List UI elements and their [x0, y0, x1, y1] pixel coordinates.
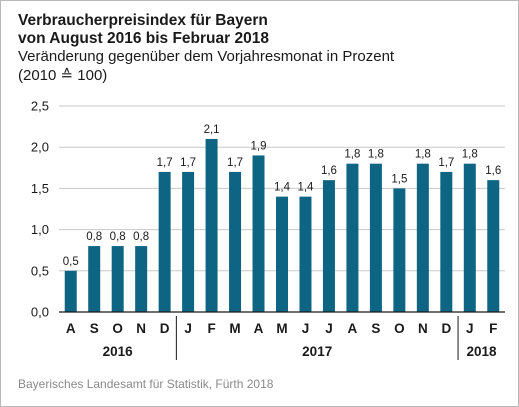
- data-label: 0,8: [110, 231, 126, 243]
- bar: [205, 138, 218, 312]
- data-label: 1,8: [368, 149, 384, 161]
- data-label: 1,7: [180, 157, 196, 169]
- bar: [463, 163, 476, 312]
- x-tick-label: S: [90, 321, 99, 336]
- data-label: 1,7: [438, 157, 454, 169]
- data-label: 1,8: [462, 149, 478, 161]
- title-line-2: von August 2016 bis Februar 2018: [18, 30, 269, 47]
- y-tick-label: 2,5: [31, 99, 49, 114]
- data-label: 1,5: [391, 173, 407, 185]
- bar: [299, 196, 312, 312]
- data-label: 1,4: [297, 182, 314, 194]
- data-label: 1,8: [344, 149, 360, 161]
- y-tick-label: 0,0: [31, 305, 49, 320]
- x-tick-label: J: [466, 321, 474, 336]
- x-tick-label: O: [394, 321, 405, 336]
- bar: [135, 246, 148, 312]
- x-tick-label: J: [184, 321, 192, 336]
- x-tick-label: M: [276, 321, 287, 336]
- subtitle-line-1: Veränderung gegenüber dem Vorjahresmonat…: [18, 48, 395, 65]
- source-note: Bayerisches Landesamt für Statistik, Für…: [18, 377, 274, 391]
- data-label: 1,4: [274, 182, 291, 194]
- bar: [487, 180, 500, 312]
- data-label: 1,6: [321, 165, 337, 177]
- x-tick-label: A: [254, 321, 264, 336]
- x-tick-label: J: [302, 321, 310, 336]
- year-label: 2017: [302, 344, 332, 359]
- data-label: 1,8: [415, 149, 431, 161]
- y-tick-label: 2,0: [31, 140, 49, 155]
- title-line-1: Verbraucherpreisindex für Bayern: [18, 12, 268, 29]
- x-tick-label: N: [136, 321, 146, 336]
- x-tick-label: S: [371, 321, 380, 336]
- bar: [88, 246, 101, 312]
- x-tick-label: F: [489, 321, 497, 336]
- bar: [229, 171, 242, 312]
- bar: [440, 171, 453, 312]
- chart-title: Verbraucherpreisindex für Bayern von Aug…: [18, 12, 269, 48]
- x-tick-label: D: [441, 321, 451, 336]
- bar: [369, 163, 382, 312]
- year-label: 2018: [467, 344, 498, 359]
- data-label: 2,1: [204, 124, 220, 136]
- bar: [322, 180, 335, 312]
- x-tick-label: O: [112, 321, 123, 336]
- x-tick-label: N: [418, 321, 428, 336]
- data-label: 1,7: [157, 157, 173, 169]
- x-tick-label: F: [207, 321, 215, 336]
- y-tick-label: 1,5: [31, 181, 49, 196]
- x-tick-label: M: [229, 321, 240, 336]
- y-tick-label: 1,0: [31, 222, 49, 237]
- x-tick-label: A: [66, 321, 76, 336]
- data-label: 1,7: [227, 157, 243, 169]
- data-label: 0,8: [133, 231, 149, 243]
- bar: [416, 163, 429, 312]
- bar: [158, 171, 171, 312]
- bar: [393, 188, 406, 312]
- x-tick-label: A: [348, 321, 358, 336]
- x-tick-label: J: [325, 321, 333, 336]
- data-label: 0,5: [63, 256, 79, 268]
- bar: [64, 270, 77, 312]
- y-tick-label: 0,5: [31, 263, 49, 278]
- data-label: 0,8: [86, 231, 102, 243]
- bar: [252, 155, 265, 312]
- bar: [346, 163, 359, 312]
- bar: [111, 246, 124, 312]
- year-label: 2016: [103, 344, 134, 359]
- bar: [182, 171, 195, 312]
- x-tick-label: D: [160, 321, 170, 336]
- data-label: 1,9: [251, 140, 267, 152]
- data-label: 1,6: [485, 165, 501, 177]
- subtitle-line-2: (2010 ≙ 100): [18, 67, 108, 84]
- bar: [276, 196, 288, 312]
